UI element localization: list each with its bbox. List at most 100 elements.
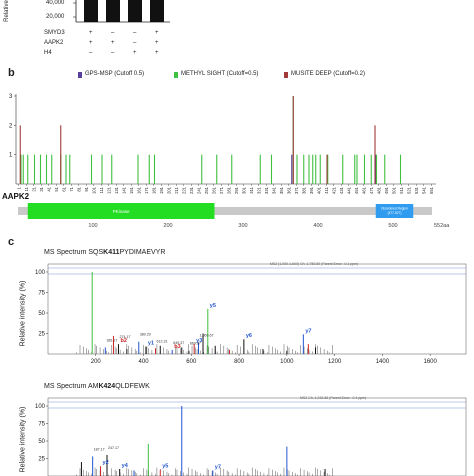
legend-label-musite: MUSITE DEEP (Cutoff=0.2)	[291, 71, 365, 77]
panel-a-bar	[106, 0, 120, 22]
panel-a-row-sign: +	[155, 40, 159, 46]
residue-tick-label: 321	[257, 186, 262, 194]
spectrum1-title: MS Spectrum SQSK411PYDIMAEVYR	[44, 249, 165, 256]
residue-tick-label: 241	[197, 186, 202, 194]
spectrum1-title-site: K411	[103, 249, 120, 256]
residue-tick-label: 511	[399, 186, 404, 193]
ion-label: y5	[210, 303, 216, 309]
residue-tick-label: 301	[242, 186, 247, 194]
domain-disordered	[375, 204, 414, 218]
residue-tick-label: 151	[129, 186, 134, 194]
panel-a-row-sign: –	[111, 50, 115, 56]
spectrum-ytick-label: 50	[38, 311, 45, 317]
panel-a-row-sign: +	[89, 40, 93, 46]
residue-tick-label: 421	[332, 186, 337, 194]
ion-label: b2	[120, 338, 126, 344]
residue-tick-label: 171	[144, 186, 149, 194]
spectrum-xtick-label: 600	[186, 359, 197, 365]
residue-tick-label: 91	[84, 186, 89, 191]
residue-tick-label: 451	[354, 186, 359, 194]
spectrum-frame	[47, 397, 467, 476]
spectrum-ytick-label: 75	[38, 422, 45, 428]
panel-a-row-sign: +	[111, 40, 115, 46]
spectrum-ytick-label: 25	[38, 457, 45, 463]
ion-label: y5	[162, 464, 168, 470]
panel-a-row-sign: +	[155, 30, 159, 36]
spectrum-ytick-label: 100	[35, 404, 46, 410]
residue-tick-label: 231	[189, 186, 194, 194]
panel-a-row-sign: +	[89, 30, 93, 36]
protein-backbone	[18, 207, 432, 215]
legend-swatch-musite	[284, 72, 288, 78]
residue-tick-label: 251	[204, 186, 209, 194]
residue-tick-label: 441	[347, 186, 352, 194]
spectrum-xtick-label: 400	[139, 359, 150, 365]
residue-tick-label: 131	[114, 186, 119, 194]
panel-a-row-sign: +	[155, 50, 159, 56]
domain-pkinase	[27, 203, 215, 219]
residue-tick-label: 521	[407, 186, 412, 194]
panel-a-ytick: 40,000	[46, 0, 65, 6]
panel-a-bar	[128, 0, 142, 22]
residue-tick-label: 121	[107, 186, 112, 194]
residue-tick-label: 71	[69, 186, 74, 191]
spectrum-ytick-label: 50	[38, 439, 45, 445]
ion-label: b3	[174, 344, 180, 350]
residue-tick-label: 411	[324, 186, 329, 193]
residue-tick-label: 391	[309, 186, 314, 194]
legend-swatch-methyl	[174, 72, 178, 78]
domain-disordered-label: Disordered Region	[381, 207, 408, 211]
spectrum-xtick-label: 1400	[376, 359, 390, 365]
residue-tick-label: 531	[414, 186, 419, 194]
ion-label: y1	[148, 341, 154, 347]
residue-tick-label: 211	[174, 186, 179, 193]
residue-tick-label: 541	[422, 186, 427, 194]
mass-label: 612.31	[156, 339, 167, 343]
spectrum-xtick-label: 1600	[423, 359, 437, 365]
panel-a-row-sign: –	[133, 30, 137, 36]
panel-b-ytick-label: 1	[9, 153, 13, 159]
domain-scale-tick: 500	[388, 223, 397, 229]
residue-tick-label: 461	[362, 186, 367, 194]
residue-tick-label: 11	[24, 186, 29, 191]
residue-tick-label: 221	[182, 186, 187, 194]
residue-tick-label: 141	[122, 186, 127, 194]
residue-tick-label: 271	[219, 186, 224, 194]
panel-a-row-sign: –	[111, 30, 115, 36]
domain-scale-tick: 100	[88, 223, 97, 229]
ion-label: y7	[305, 328, 311, 334]
panel-a-row-label: SMYD3	[44, 30, 65, 36]
legend-label-gps: GPS-MSP (Cutoff 0.5)	[85, 71, 145, 77]
panel-b-ytick-label: 2	[9, 123, 13, 129]
residue-tick-label: 431	[339, 186, 344, 194]
panel-c-letter: c	[8, 236, 15, 248]
residue-tick-label: 1	[17, 186, 22, 189]
residue-tick-label: 281	[227, 186, 232, 194]
spectrum-ytick-label: 75	[38, 291, 45, 297]
residue-tick-label: 31	[39, 186, 44, 191]
residue-tick-label: 401	[317, 186, 322, 194]
panel-a-bars	[73, 0, 170, 23]
residue-tick-label: 501	[392, 186, 397, 194]
spectrum2-title: MS Spectrum AMK424QLDFEWK	[44, 383, 150, 390]
legend-swatch-gps	[78, 72, 82, 78]
residue-tick-label: 311	[249, 186, 254, 193]
spectrum1-title-post: PYDIMAEVYR	[119, 249, 166, 256]
panel-a-ytick: 20,000	[46, 14, 65, 20]
spectrum2-title-pre: MS Spectrum AM	[44, 383, 99, 390]
residue-tick-label: 41	[47, 186, 52, 191]
domain-scale-tick: 300	[238, 223, 247, 229]
residue-tick-label: 341	[272, 186, 277, 194]
ion-label: y6	[246, 333, 252, 339]
residue-tick-label: 491	[384, 186, 389, 194]
panel-a-row-sign: –	[89, 50, 93, 56]
domain-disordered-range: (477-527)	[388, 211, 402, 215]
residue-tick-label: 51	[54, 186, 59, 191]
mass-label: 380.29	[140, 333, 151, 337]
ion-label: y4	[122, 463, 129, 469]
domain-scale-tick: 400	[313, 223, 322, 229]
domain-length-label: 552aa	[434, 223, 450, 229]
ion-label: y2	[103, 460, 109, 466]
